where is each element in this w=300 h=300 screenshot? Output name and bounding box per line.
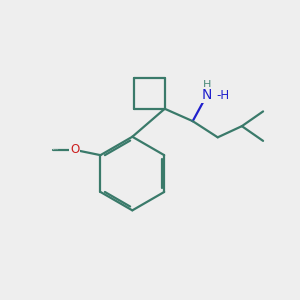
Text: methoxy: methoxy bbox=[53, 148, 59, 150]
Text: N: N bbox=[202, 88, 212, 102]
Text: O: O bbox=[70, 143, 79, 156]
Text: -H: -H bbox=[217, 89, 230, 102]
Text: H: H bbox=[202, 80, 211, 90]
